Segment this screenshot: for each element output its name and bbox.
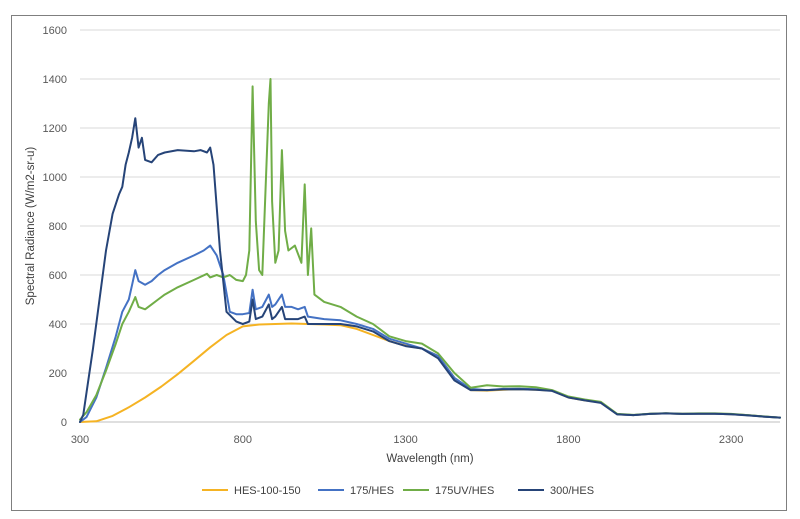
y-tick-label: 400 (49, 319, 67, 331)
legend-label-3: 300/HES (550, 485, 594, 497)
series-lines (79, 78, 781, 423)
gridlines (80, 29, 780, 423)
y-tick-label: 1000 (43, 172, 67, 184)
legend-label-1: 175/HES (350, 485, 394, 497)
x-axis-label: Wavelength (nm) (386, 453, 473, 465)
y-tick-label: 1600 (43, 25, 67, 37)
y-tick-label: 0 (61, 417, 67, 429)
y-tick-label: 600 (49, 270, 67, 282)
x-tick-label: 300 (71, 434, 89, 446)
y-tick-label: 200 (49, 368, 67, 380)
x-tick-label: 1800 (556, 434, 580, 446)
y-tick-label: 1400 (43, 74, 67, 86)
y-tick-label: 1200 (43, 123, 67, 135)
legend-label-2: 175UV/HES (435, 485, 494, 497)
legend-label-0: HES-100-150 (234, 485, 301, 497)
x-tick-label: 800 (234, 434, 252, 446)
axis-ticks: 0 200 400 600 800 1000 1200 1400 1600 300 800 1300 1… (43, 25, 744, 446)
series-line-3 (79, 117, 781, 423)
x-tick-label: 2300 (719, 434, 743, 446)
y-tick-label: 800 (49, 221, 67, 233)
chart-frame (11, 15, 787, 511)
y-axis-label: Spectral Radiance (W/m2-sr-u) (25, 147, 37, 306)
series-line-1 (79, 244, 781, 423)
legend: HES-100-150 175/HES 175UV/HES 300/HES (202, 485, 594, 497)
x-tick-label: 1300 (393, 434, 417, 446)
